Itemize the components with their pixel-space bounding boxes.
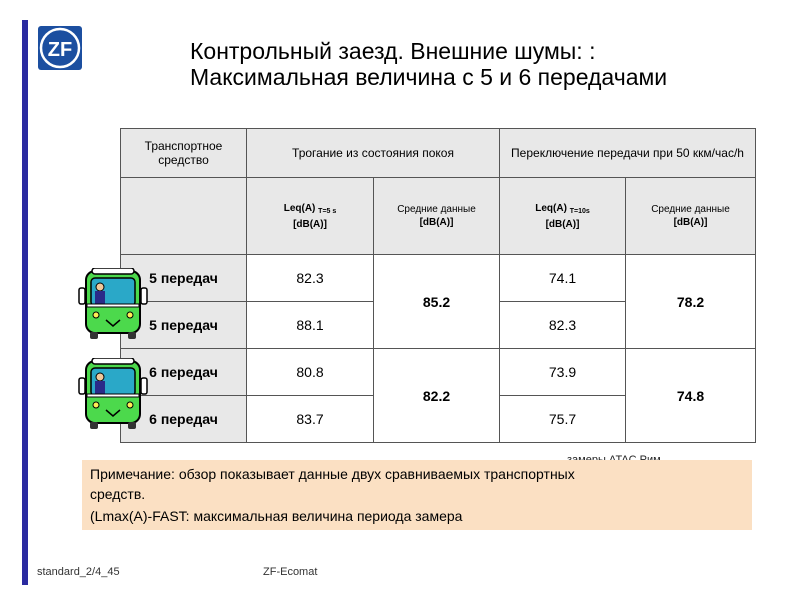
start-value: 82.3 (246, 254, 374, 302)
avg-shift-5: 78.2 (625, 254, 756, 349)
start-value: 88.1 (246, 301, 374, 349)
table-row: 6 передач 83.7 75.7 (120, 395, 756, 443)
table-row: 6 передач 80.8 82.2 73.9 74.8 (120, 348, 756, 443)
note-line-2: средств. (90, 486, 146, 502)
subheader-avg-shift: Средние данные [dB(A)] (625, 177, 756, 255)
shift-value: 73.9 (499, 348, 626, 396)
left-accent-bar (22, 20, 28, 585)
header-row: Транспортное средство Трогание из состоя… (120, 128, 756, 178)
shift-value: 82.3 (499, 301, 626, 349)
start-value: 83.7 (246, 395, 374, 443)
note-line-3: (Lmax(A)-FAST: максимальная величина пер… (90, 508, 463, 524)
subheader-leq-start: Leq(A) T=5 s [dB(A)] (246, 177, 374, 255)
start-value: 80.8 (246, 348, 374, 396)
avg-start-6: 82.2 (373, 348, 500, 443)
bus-icon (78, 357, 148, 435)
subheader-row: Leq(A) T=5 s [dB(A)] Средние данные [dB(A)… (120, 177, 756, 255)
bus-icon (78, 267, 148, 345)
shift-value: 75.7 (499, 395, 626, 443)
logo-text: ZF (48, 39, 72, 61)
page-title: Контрольный заезд. Внешние шумы: : Макси… (190, 38, 668, 90)
table-row: 5 передач 82.3 85.2 74.1 78.2 (120, 254, 756, 349)
row-label: 6 передач (120, 348, 247, 396)
subheader-avg-start: Средние данные [dB(A)] (373, 177, 500, 255)
footer-product: ZF-Ecomat (263, 566, 318, 578)
table-row: 5 передач 88.1 82.3 (120, 301, 756, 349)
note-line-1: Примечание: обзор показывает данные двух… (90, 466, 575, 482)
subheader-empty (120, 177, 247, 255)
avg-shift-6: 74.8 (625, 348, 756, 443)
header-vehicle: Транспортное средство (120, 128, 247, 178)
footer-doc-id: standard_2/4_45 (37, 566, 120, 578)
note-box: Примечание: обзор показывает данные двух… (82, 460, 752, 530)
header-shift: Переключение передачи при 50 ккм/час/h (499, 128, 756, 178)
subheader-leq-shift: Leq(A) T=10s [dB(A)] (499, 177, 626, 255)
noise-table: Транспортное средство Трогание из состоя… (120, 128, 756, 443)
shift-value: 74.1 (499, 254, 626, 302)
header-start: Трогание из состояния покоя (246, 128, 500, 178)
zf-logo: ZF (38, 26, 82, 70)
avg-start-5: 85.2 (373, 254, 500, 349)
